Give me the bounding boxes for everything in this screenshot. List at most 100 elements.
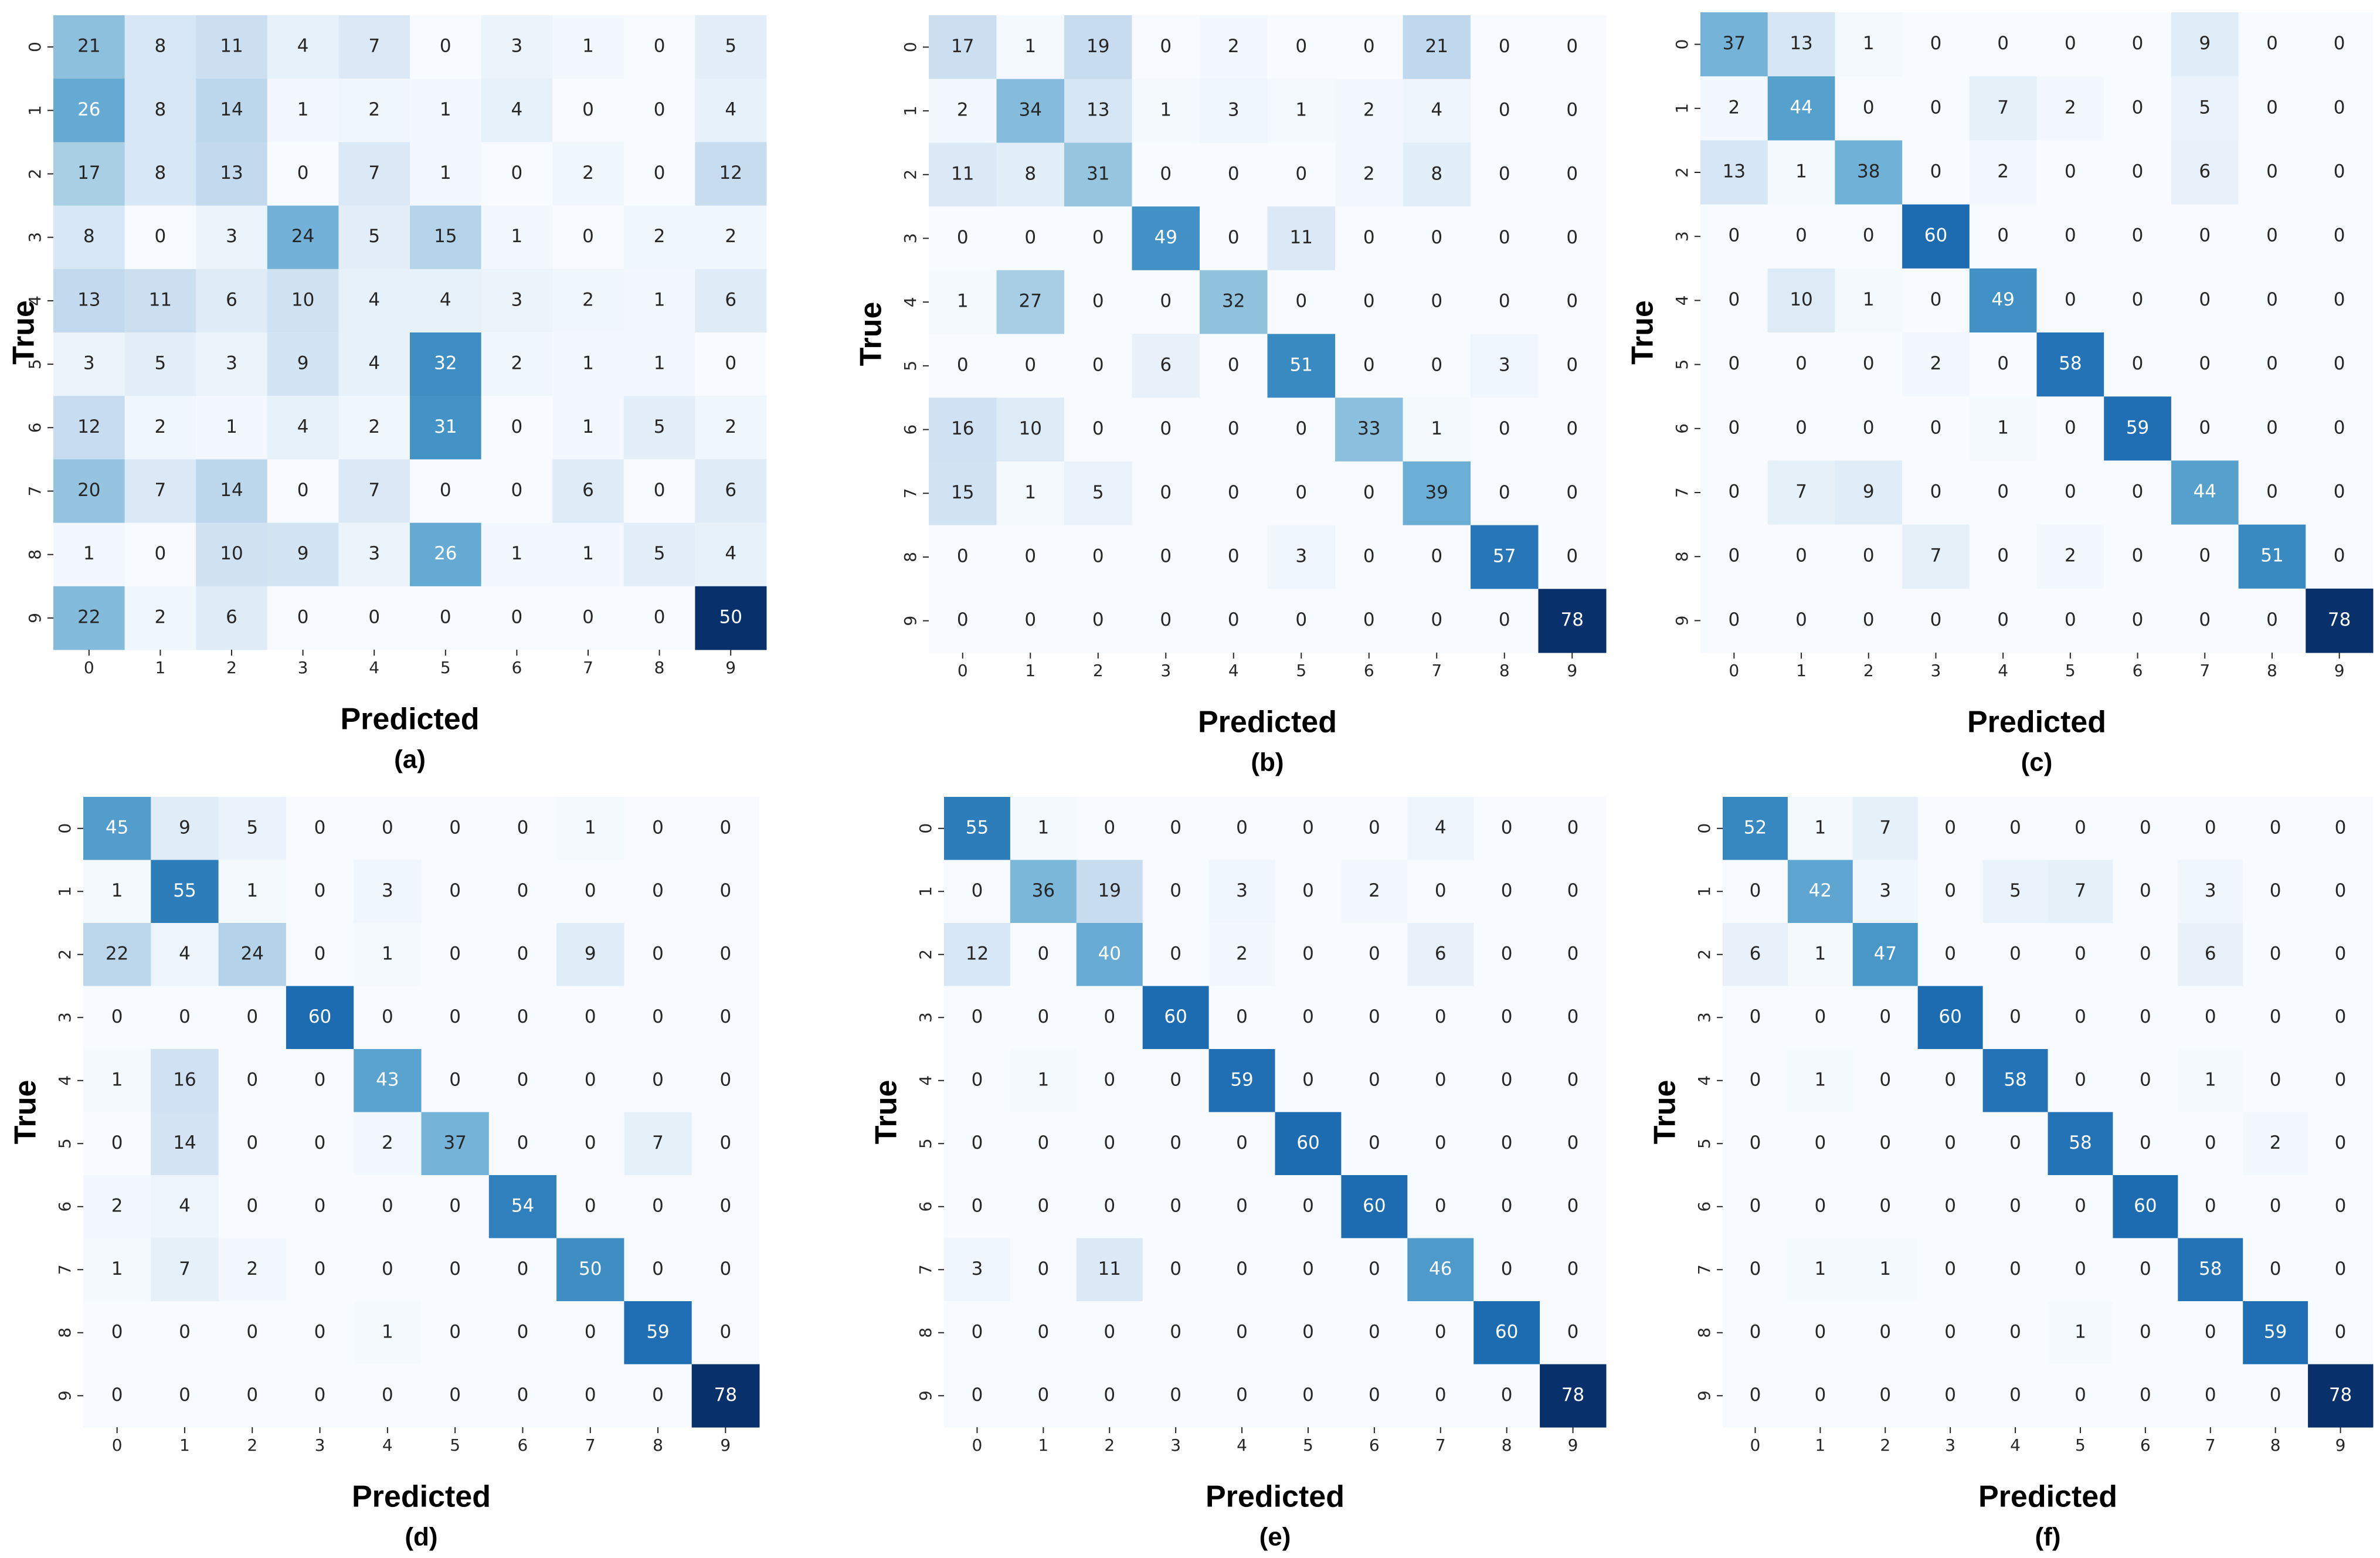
cell-value: 0: [652, 817, 664, 838]
cell-value: 15: [434, 226, 457, 247]
heatmap-cell: [929, 525, 997, 589]
heatmap-cell: [552, 586, 624, 650]
cell-value: 9: [1863, 481, 1875, 503]
heatmap-cell: [488, 797, 557, 860]
cell-value: 0: [2140, 1321, 2151, 1342]
cell-value: 31: [1087, 163, 1109, 184]
heatmap-cell: [1787, 1364, 1853, 1428]
heatmap-cell: [1700, 12, 1768, 77]
cell-value: 58: [2059, 353, 2082, 374]
cell-value: 49: [1155, 227, 1177, 248]
y-tick-label: 4: [916, 1075, 935, 1086]
x-tick-label: 9: [1567, 661, 1577, 680]
heatmap-cell: [996, 206, 1065, 271]
cell-value: 0: [1104, 1132, 1115, 1153]
heatmap-cell: [481, 205, 553, 270]
heatmap-cell: [1538, 525, 1607, 589]
y-tick-label: 5: [1695, 1138, 1714, 1149]
heatmap-cell: [2306, 268, 2374, 333]
heatmap-cell: [410, 459, 482, 524]
heatmap-cell: [1267, 15, 1336, 80]
y-tick-label: 8: [25, 549, 45, 560]
heatmap-cell: [267, 142, 339, 206]
heatmap-cell: [218, 986, 287, 1050]
heatmap-cell: [1403, 589, 1471, 653]
cell-value: 1: [654, 353, 666, 374]
cell-value: 7: [368, 36, 380, 57]
cell-value: 0: [1236, 1195, 1248, 1216]
x-tick-label: 5: [440, 658, 451, 677]
cell-value: 4: [725, 99, 736, 120]
cell-value: 0: [1997, 33, 2009, 54]
cell-value: 40: [1098, 943, 1121, 964]
heatmap-cell: [1982, 923, 2048, 986]
cell-value: 0: [1566, 291, 1578, 312]
cell-value: 0: [2009, 1195, 2021, 1216]
heatmap-cell: [1208, 923, 1275, 986]
cell-value: 0: [1930, 609, 1942, 630]
cell-value: 2: [582, 162, 594, 184]
cell-value: 5: [155, 353, 167, 374]
heatmap-cell: [1471, 79, 1539, 143]
heatmap-cell: [1767, 524, 1835, 589]
cell-value: 0: [382, 1384, 393, 1406]
cell-value: 0: [2140, 880, 2151, 901]
cell-value: 0: [2132, 481, 2144, 503]
heatmap-cell: [944, 923, 1011, 986]
cell-value: 1: [1795, 161, 1807, 182]
cell-value: 6: [1160, 354, 1172, 375]
heatmap-cell: [1407, 1238, 1474, 1302]
y-tick-label: 8: [916, 1328, 935, 1338]
heatmap-cell: [1540, 797, 1607, 860]
heatmap-panel: 52 1 7 0 0 0 0 0 0 00 42 3 0 5 7 0 3 0 06 1 47 0 0 0 0 6 0 00 0 0 60 0 0…: [1648, 797, 2374, 1552]
heatmap-cell: [1767, 460, 1835, 525]
heatmap-cell: [286, 1112, 354, 1176]
heatmap-cell: [1341, 1364, 1408, 1428]
cell-value: 1: [1160, 100, 1172, 121]
cell-value: 0: [2009, 1321, 2021, 1342]
cell-value: 21: [77, 36, 100, 57]
heatmap-cell: [2238, 204, 2306, 269]
cell-value: 52: [1744, 817, 1767, 838]
cell-value: 0: [585, 1069, 596, 1090]
cell-value: 0: [1302, 1195, 1314, 1216]
heatmap-cell: [1474, 1301, 1540, 1364]
cell-value: 0: [1228, 163, 1240, 184]
cell-value: 13: [1087, 100, 1109, 121]
cell-value: 0: [1435, 1384, 1447, 1406]
y-tick-label: 1: [916, 886, 935, 897]
cell-value: 0: [1160, 609, 1172, 630]
cell-value: 37: [443, 1132, 466, 1153]
heatmap-cell: [691, 1049, 760, 1112]
heatmap-cell: [1335, 398, 1403, 462]
cell-value: 0: [2270, 1384, 2281, 1406]
cell-value: 13: [220, 162, 243, 184]
cell-value: 0: [511, 162, 523, 184]
cell-value: 0: [517, 1069, 529, 1090]
heatmap-cell: [1064, 142, 1132, 207]
cell-value: 0: [2009, 1384, 2021, 1406]
heatmap-cell: [1969, 460, 2037, 525]
x-tick-label: 5: [2075, 1435, 2086, 1455]
cell-value: 59: [646, 1321, 669, 1342]
heatmap-cell: [2243, 1112, 2308, 1176]
x-tick-label: 7: [1435, 1435, 1446, 1455]
cell-value: 0: [2334, 33, 2345, 54]
x-tick-label: 3: [298, 658, 308, 677]
cell-value: 31: [434, 416, 457, 437]
y-tick-label: 6: [1672, 423, 1692, 434]
heatmap-cell: [53, 269, 125, 333]
heatmap-cell: [1407, 1175, 1474, 1238]
cell-value: 2: [957, 100, 969, 121]
heatmap-cell: [552, 396, 624, 460]
x-tick-label: 0: [1750, 1435, 1761, 1455]
cell-value: 0: [1092, 418, 1104, 439]
panel-caption: (e): [1259, 1523, 1291, 1552]
heatmap-cell: [1540, 1112, 1607, 1176]
heatmap-cell: [1403, 142, 1471, 207]
cell-value: 2: [155, 606, 167, 627]
heatmap-cell: [1540, 1364, 1607, 1428]
cell-value: 6: [725, 480, 736, 501]
heatmap-cell: [1341, 1301, 1408, 1364]
cell-value: 0: [1170, 880, 1181, 901]
